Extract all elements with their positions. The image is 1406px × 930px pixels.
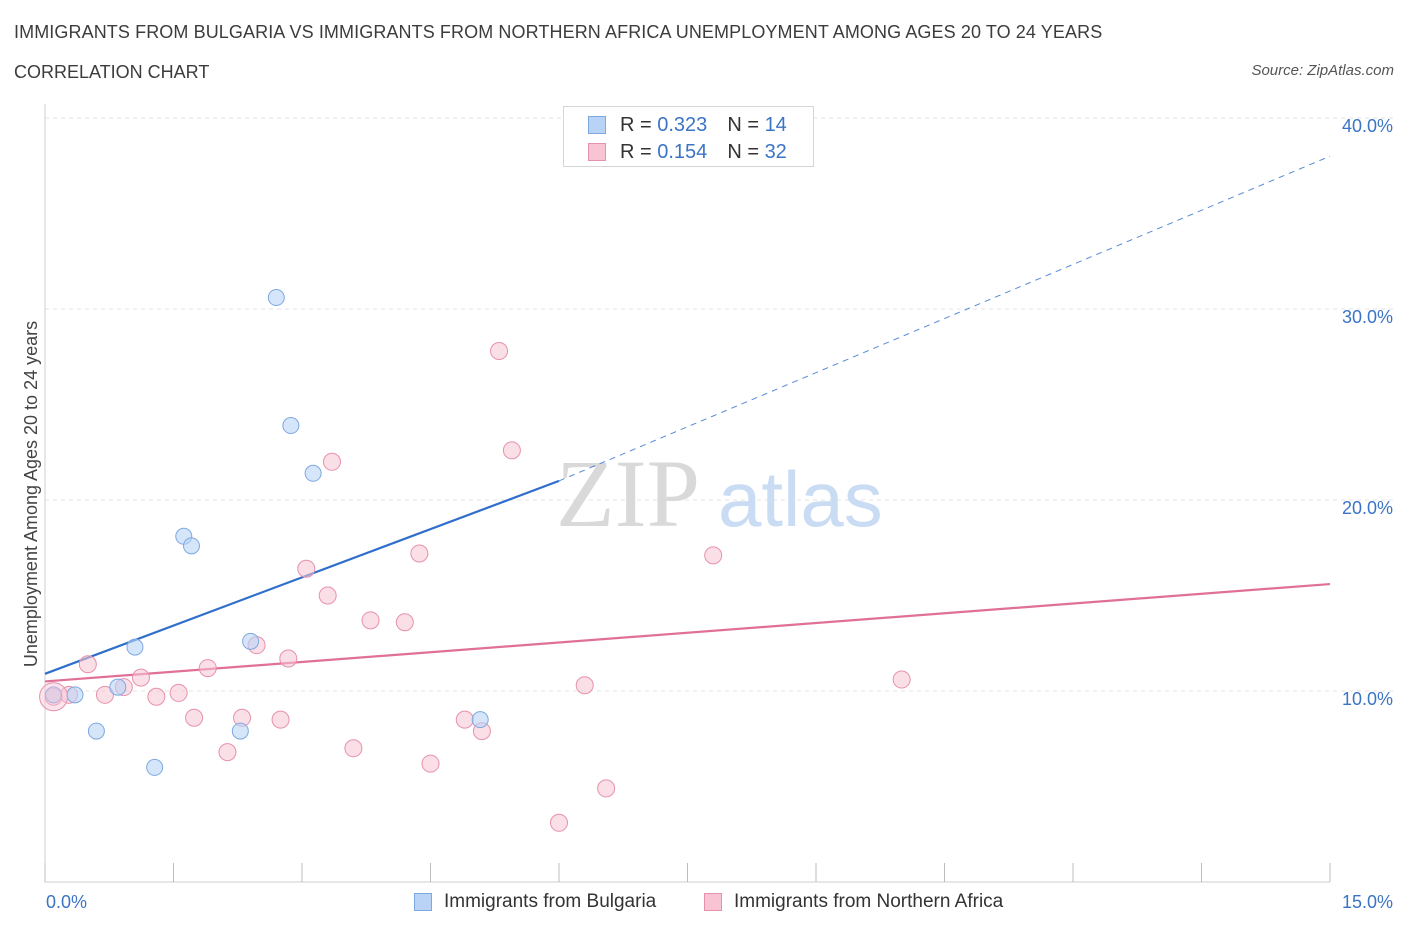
point-nafrica [279, 649, 298, 668]
trend-line-nafrica [44, 582, 1331, 683]
point-nafrica [322, 452, 341, 471]
axes [44, 104, 1331, 883]
series-name-nafrica: Immigrants from Northern Africa [734, 891, 1004, 912]
point-bulgaria [45, 686, 63, 704]
x-tick-label: 15.0% [1342, 892, 1393, 912]
point-bulgaria [242, 632, 260, 650]
legend-r-value-bulgaria: 0.323 [657, 113, 708, 136]
point-nafrica-cluster [39, 682, 69, 712]
legend-n-label: N = [727, 140, 759, 163]
legend-row-bulgaria: R = 0.323 N = 14 [588, 113, 787, 137]
point-bulgaria [87, 722, 105, 740]
legend-swatch-nafrica [588, 143, 606, 161]
legend-r-label: R = [620, 140, 652, 163]
x-tick-labels: 0.0% 15.0% [46, 892, 1393, 912]
point-bulgaria [231, 722, 249, 740]
point-nafrica [550, 813, 568, 832]
point-nafrica [131, 668, 150, 687]
y-axis-label: Unemployment Among Ages 20 to 24 years [21, 321, 41, 667]
series-name-bulgaria: Immigrants from Bulgaria [444, 891, 657, 912]
trend-line-bulgaria [44, 479, 560, 675]
point-nafrica [218, 743, 237, 762]
point-nafrica [892, 670, 911, 689]
point-nafrica [395, 613, 414, 632]
trend-line-bulgaria-extension [558, 155, 1331, 482]
y-tick-label: 20.0% [1342, 498, 1393, 518]
point-nafrica [95, 685, 114, 704]
point-bulgaria [109, 678, 127, 696]
legend-swatch-bulgaria [588, 116, 606, 134]
point-nafrica [421, 754, 440, 773]
point-bulgaria [282, 417, 300, 435]
series-swatch-nafrica [704, 893, 722, 911]
point-nafrica [490, 342, 509, 361]
gridlines [45, 117, 1394, 692]
point-bulgaria [66, 686, 84, 704]
legend-n-label: N = [727, 113, 759, 136]
point-bulgaria [304, 464, 322, 482]
legend-n-value-nafrica: 32 [764, 140, 787, 163]
y-tick-label: 10.0% [1342, 689, 1393, 709]
chart-subtitle: CORRELATION CHART [14, 62, 210, 82]
legend-n-value-bulgaria: 14 [764, 113, 787, 136]
point-nafrica [361, 611, 380, 630]
series-legend-nafrica: Immigrants from Northern Africa [704, 890, 1003, 914]
point-nafrica [575, 676, 594, 695]
point-bulgaria [182, 537, 200, 555]
legend-row-nafrica: R = 0.154 N = 32 [588, 140, 787, 164]
point-nafrica [297, 559, 316, 578]
point-nafrica [410, 544, 429, 563]
data-points [39, 289, 911, 832]
correlation-legend: R = 0.323 N = 14 R = 0.154 N = 32 [563, 106, 814, 167]
point-bulgaria [267, 289, 285, 307]
point-bulgaria [126, 638, 144, 656]
point-nafrica [169, 683, 188, 702]
point-nafrica [198, 659, 217, 678]
y-tick-label: 40.0% [1342, 116, 1393, 136]
point-nafrica [271, 710, 290, 729]
point-nafrica [502, 441, 521, 460]
series-legend-bulgaria: Immigrants from Bulgaria [414, 890, 656, 914]
watermark: ZIP atlas [556, 440, 883, 547]
point-nafrica [597, 779, 616, 798]
legend-r-value-nafrica: 0.154 [657, 140, 708, 163]
chart-title: IMMIGRANTS FROM BULGARIA VS IMMIGRANTS F… [14, 22, 1103, 42]
point-bulgaria [146, 758, 164, 776]
watermark-atlas: atlas [718, 455, 883, 543]
y-tick-labels: 10.0% 20.0% 30.0% 40.0% [1342, 116, 1393, 709]
point-nafrica [78, 655, 97, 674]
point-nafrica [455, 710, 474, 729]
watermark-zip: ZIP [556, 440, 700, 547]
point-bulgaria [471, 711, 489, 729]
legend-r-label: R = [620, 113, 652, 136]
source-credit: Source: ZipAtlas.com [1251, 62, 1394, 79]
point-nafrica [344, 739, 363, 758]
y-tick-label: 30.0% [1342, 307, 1393, 327]
x-tick-label: 0.0% [46, 892, 87, 912]
point-nafrica [704, 546, 723, 565]
point-nafrica [185, 708, 204, 727]
point-nafrica [318, 586, 337, 605]
series-swatch-bulgaria [414, 893, 432, 911]
point-nafrica [147, 687, 166, 706]
trend-lines [44, 155, 1331, 683]
